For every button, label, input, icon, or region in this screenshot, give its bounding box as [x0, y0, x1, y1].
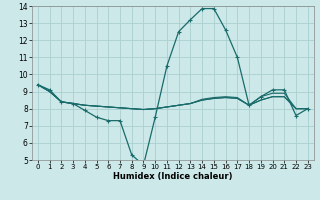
X-axis label: Humidex (Indice chaleur): Humidex (Indice chaleur) [113, 172, 233, 181]
